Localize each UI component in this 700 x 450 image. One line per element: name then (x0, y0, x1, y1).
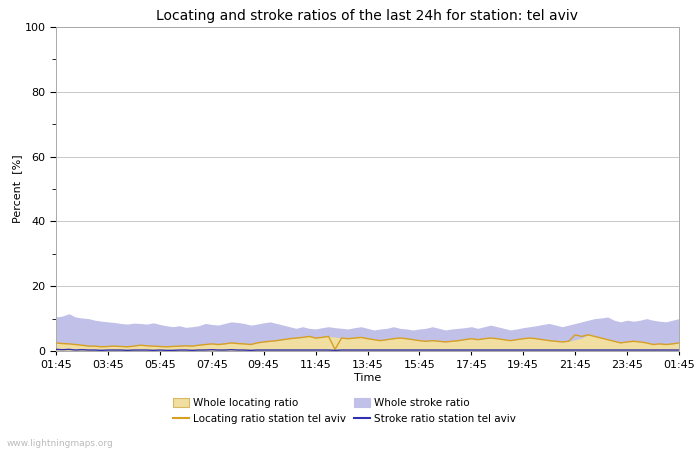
Legend: Whole locating ratio, Locating ratio station tel aviv, Whole stroke ratio, Strok: Whole locating ratio, Locating ratio sta… (174, 398, 516, 423)
Title: Locating and stroke ratios of the last 24h for station: tel aviv: Locating and stroke ratios of the last 2… (157, 9, 578, 23)
Text: www.lightningmaps.org: www.lightningmaps.org (7, 439, 113, 448)
Y-axis label: Percent  [%]: Percent [%] (12, 155, 22, 223)
X-axis label: Time: Time (354, 373, 381, 383)
